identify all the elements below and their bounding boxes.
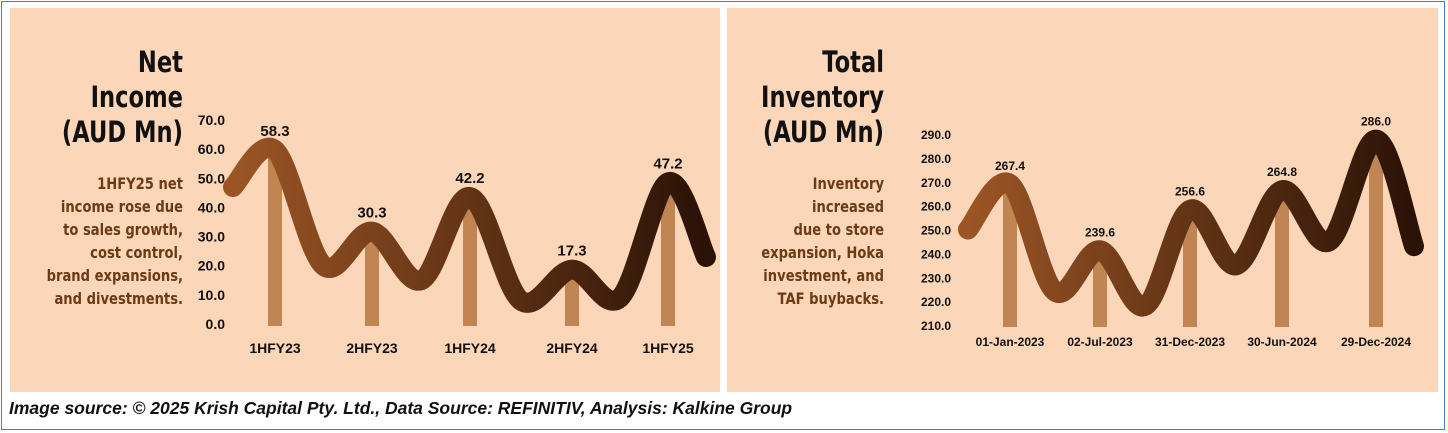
total-inventory-title: Total Inventory (AUD Mn) — [697, 45, 884, 150]
source-footnote: Image source: © 2025 Krish Capital Pty. … — [9, 398, 793, 418]
y-tick-label: 30.0 — [198, 229, 225, 245]
net-income-panel: Net Income (AUD Mn) 1HFY25 net income ro… — [10, 8, 720, 392]
description-line: cost control, — [90, 243, 183, 262]
data-label: 17.3 — [557, 243, 586, 260]
x-category-label: 29-Dec-2024 — [1341, 335, 1411, 349]
description-line: Inventory — [812, 174, 884, 193]
title-line: Total — [822, 45, 884, 79]
net-income-title: Net Income (AUD Mn) — [0, 45, 183, 150]
y-tick-label: 240.0 — [921, 247, 951, 261]
x-category-label: 1HFY24 — [444, 340, 496, 356]
data-label: 264.8 — [1267, 165, 1297, 179]
net-income-description: 1HFY25 net income rose due to sales grow… — [3, 172, 183, 310]
data-label: 267.4 — [995, 159, 1025, 173]
y-tick-label: 70.0 — [198, 112, 225, 128]
bar — [1093, 254, 1107, 327]
description-line: 1HFY25 net — [97, 174, 183, 193]
title-line: Net — [137, 45, 183, 79]
y-tick-label: 40.0 — [198, 199, 225, 215]
description-line: income rose due — [60, 197, 184, 216]
description-line: and divestments. — [54, 289, 183, 308]
title-line: (AUD Mn) — [762, 115, 884, 149]
bar — [365, 235, 379, 326]
bar — [1369, 143, 1383, 327]
description-line: brand expansions, — [46, 266, 183, 285]
bar — [1003, 187, 1017, 327]
bar — [661, 186, 675, 326]
y-tick-label: 210.0 — [921, 319, 951, 333]
net-income-chart: 0.0 10.0 20.0 30.0 40.0 50.0 60.0 70.0 58.3 30.3 4… — [198, 112, 716, 356]
x-category-label: 1HFY25 — [642, 340, 694, 356]
y-tick-label: 250.0 — [921, 224, 951, 238]
description-line: increased — [812, 197, 884, 216]
data-label: 58.3 — [260, 123, 289, 140]
title-line: Inventory — [761, 80, 884, 114]
description-line: investment, and — [763, 266, 884, 285]
x-category-label: 31-Dec-2023 — [1155, 335, 1225, 349]
y-tick-label: 50.0 — [198, 170, 225, 186]
x-category-label: 02-Jul-2023 — [1067, 335, 1133, 349]
total-inventory-panel: Total Inventory (AUD Mn) Inventory incre… — [727, 8, 1438, 392]
y-tick-label: 260.0 — [921, 200, 951, 214]
x-category-label: 2HFY23 — [346, 340, 398, 356]
data-label: 42.2 — [455, 170, 484, 187]
y-tick-label: 20.0 — [198, 258, 225, 274]
y-tick-label: 280.0 — [921, 152, 951, 166]
trend-curve — [223, 137, 716, 313]
bar — [268, 154, 282, 326]
x-category-label: 01-Jan-2023 — [976, 335, 1045, 349]
description-line: TAF buybacks. — [777, 289, 884, 308]
data-label: 47.2 — [653, 155, 682, 172]
bar — [1183, 213, 1197, 327]
y-tick-label: 220.0 — [921, 295, 951, 309]
description-line: to sales growth, — [63, 220, 183, 239]
trend-curve — [958, 129, 1424, 317]
x-category-label: 1HFY23 — [249, 340, 301, 356]
data-label: 256.6 — [1175, 185, 1205, 199]
bar — [565, 273, 579, 326]
data-label: 239.6 — [1085, 225, 1115, 239]
total-inventory-description: Inventory increased due to store expansi… — [720, 172, 884, 310]
y-tick-label: 10.0 — [198, 287, 225, 303]
description-line: expansion, Hoka — [761, 243, 884, 262]
description-line: due to store — [793, 220, 884, 239]
y-tick-label: 60.0 — [198, 141, 225, 157]
y-tick-label: 290.0 — [921, 128, 951, 142]
x-category-label: 2HFY24 — [546, 340, 598, 356]
total-inventory-chart: 210.0 220.0 230.0 240.0 250.0 260.0 270.0 280.0… — [921, 115, 1424, 349]
bar — [463, 201, 477, 326]
y-tick-label: 230.0 — [921, 271, 951, 285]
data-label: 30.3 — [357, 205, 386, 222]
data-label: 286.0 — [1361, 115, 1391, 129]
bar — [1275, 194, 1289, 327]
y-tick-label: 0.0 — [206, 316, 226, 332]
y-tick-label: 270.0 — [921, 176, 951, 190]
x-category-label: 30-Jun-2024 — [1247, 335, 1317, 349]
title-line: (AUD Mn) — [61, 115, 183, 149]
title-line: Income — [90, 80, 183, 114]
